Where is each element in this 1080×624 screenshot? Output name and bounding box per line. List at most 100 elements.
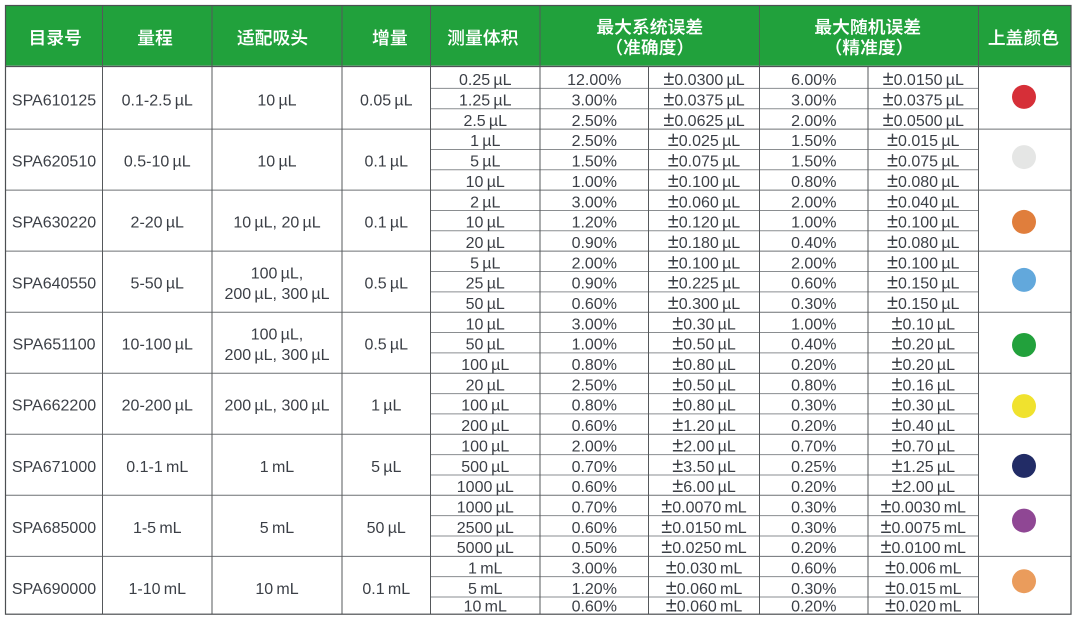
svg-text:0.20%: 0.20% [791,418,836,435]
svg-text:0.60%: 0.60% [572,598,617,615]
svg-text:1-10 mL: 1-10 mL [128,581,186,598]
svg-text:SPA651100: SPA651100 [12,337,95,354]
svg-text:0.60%: 0.60% [572,520,617,537]
svg-text:5 mL: 5 mL [260,520,294,537]
svg-text:5 µL: 5 µL [470,255,500,272]
svg-text:±0.100 µL: ±0.100 µL [668,251,740,273]
svg-text:0.1 mL: 0.1 mL [362,581,410,598]
svg-text:0.05 µL: 0.05 µL [360,93,413,110]
svg-text:±0.025 µL: ±0.025 µL [668,129,740,151]
svg-text:±0.0300 µL: ±0.0300 µL [663,68,744,90]
svg-text:±0.40 µL: ±0.40 µL [892,414,956,436]
svg-text:±0.020 mL: ±0.020 mL [885,594,962,616]
svg-text:1 µL: 1 µL [371,398,401,415]
svg-text:±0.30 µL: ±0.30 µL [672,312,736,334]
svg-text:200 µL: 200 µL [461,418,509,435]
svg-text:±2.00 µL: ±2.00 µL [672,434,736,456]
svg-text:25 µL: 25 µL [466,276,505,293]
svg-text:3.00%: 3.00% [572,93,617,110]
svg-text:±0.080 µL: ±0.080 µL [887,231,959,253]
svg-text:0.25 µL: 0.25 µL [459,72,512,89]
svg-text:0.25%: 0.25% [791,459,836,476]
svg-text:2500 µL: 2500 µL [457,520,514,537]
svg-text:10 µL: 10 µL [466,316,505,333]
svg-text:50 µL: 50 µL [367,520,406,537]
svg-text:2-20 µL: 2-20 µL [131,215,184,232]
svg-text:±0.0250 mL: ±0.0250 mL [661,536,746,558]
svg-text:0.20%: 0.20% [791,598,836,615]
svg-text:0.80%: 0.80% [791,174,836,191]
svg-text:20-200 µL: 20-200 µL [122,398,193,415]
svg-text:200 µL, 300 µL: 200 µL, 300 µL [224,398,329,415]
svg-text:0.70%: 0.70% [572,459,617,476]
svg-text:0.5-10 µL: 0.5-10 µL [124,154,191,171]
svg-text:2.00%: 2.00% [791,194,836,211]
svg-text:10 µL, 20 µL: 10 µL, 20 µL [233,215,320,232]
svg-text:50 µL: 50 µL [466,296,505,313]
svg-text:1.50%: 1.50% [791,154,836,171]
svg-text:1.20%: 1.20% [572,215,617,232]
svg-text:0.40%: 0.40% [791,235,836,252]
svg-text:1000 µL: 1000 µL [457,479,514,496]
svg-text:±1.25 µL: ±1.25 µL [892,455,956,477]
svg-text:±0.120 µL: ±0.120 µL [668,211,740,233]
svg-text:20 µL: 20 µL [466,235,505,252]
svg-text:±0.015 µL: ±0.015 µL [887,129,959,151]
svg-text:±2.00 µL: ±2.00 µL [892,475,956,497]
svg-text:2.50%: 2.50% [572,113,617,130]
svg-text:0.60%: 0.60% [572,418,617,435]
svg-text:1.00%: 1.00% [791,215,836,232]
svg-text:±0.0150 mL: ±0.0150 mL [661,516,746,538]
svg-text:1.00%: 1.00% [572,174,617,191]
svg-text:1.50%: 1.50% [572,154,617,171]
svg-text:2.00%: 2.00% [791,255,836,272]
svg-text:SPA640550: SPA640550 [12,276,96,293]
svg-text:0.1-1 mL: 0.1-1 mL [126,459,188,476]
svg-text:200 µL, 300 µL: 200 µL, 300 µL [224,286,329,303]
svg-text:±0.060 mL: ±0.060 mL [666,594,743,616]
svg-text:0.80%: 0.80% [572,357,617,374]
svg-text:1.00%: 1.00% [791,316,836,333]
svg-text:6.00%: 6.00% [791,72,836,89]
svg-text:±0.80 µL: ±0.80 µL [672,353,736,375]
svg-text:1 mL: 1 mL [468,560,502,577]
svg-text:5000 µL: 5000 µL [457,540,514,557]
svg-text:1-5 mL: 1-5 mL [133,520,182,537]
svg-text:0.60%: 0.60% [572,296,617,313]
svg-text:1 mL: 1 mL [260,459,294,476]
svg-text:0.1-2.5 µL: 0.1-2.5 µL [122,93,193,110]
svg-text:±0.100 µL: ±0.100 µL [668,170,740,192]
svg-text:20 µL: 20 µL [466,377,505,394]
svg-text:SPA690000: SPA690000 [12,581,96,598]
svg-text:0.60%: 0.60% [791,560,836,577]
svg-text:0.70%: 0.70% [791,438,836,455]
svg-text:0.30%: 0.30% [791,581,836,598]
svg-text:SPA630220: SPA630220 [12,215,96,232]
svg-text:±0.075 µL: ±0.075 µL [668,150,740,172]
svg-text:3.00%: 3.00% [572,316,617,333]
svg-text:±0.0625 µL: ±0.0625 µL [663,109,744,131]
svg-text:±0.060 µL: ±0.060 µL [668,190,740,212]
svg-text:±0.80 µL: ±0.80 µL [672,394,736,416]
svg-text:±0.0100 mL: ±0.0100 mL [881,536,966,558]
svg-text:±0.0375 µL: ±0.0375 µL [663,89,744,111]
svg-text:5 µL: 5 µL [470,154,500,171]
svg-text:0.20%: 0.20% [791,357,836,374]
svg-text:±0.180 µL: ±0.180 µL [668,231,740,253]
svg-text:0.1 µL: 0.1 µL [364,154,408,171]
svg-text:0.60%: 0.60% [791,276,836,293]
svg-text:0.30%: 0.30% [791,520,836,537]
svg-text:0.20%: 0.20% [791,540,836,557]
svg-text:±0.100 µL: ±0.100 µL [887,251,959,273]
svg-text:0.90%: 0.90% [572,276,617,293]
svg-text:1.50%: 1.50% [791,133,836,150]
svg-text:1.00%: 1.00% [572,337,617,354]
svg-text:100 µL: 100 µL [461,398,509,415]
svg-text:2.00%: 2.00% [572,438,617,455]
svg-text:3.00%: 3.00% [572,560,617,577]
svg-text:3.00%: 3.00% [791,93,836,110]
svg-text:±0.150 µL: ±0.150 µL [887,272,959,294]
svg-text:SPA620510: SPA620510 [12,154,96,171]
svg-text:±0.225 µL: ±0.225 µL [668,272,740,294]
svg-text:10 µL: 10 µL [466,215,505,232]
